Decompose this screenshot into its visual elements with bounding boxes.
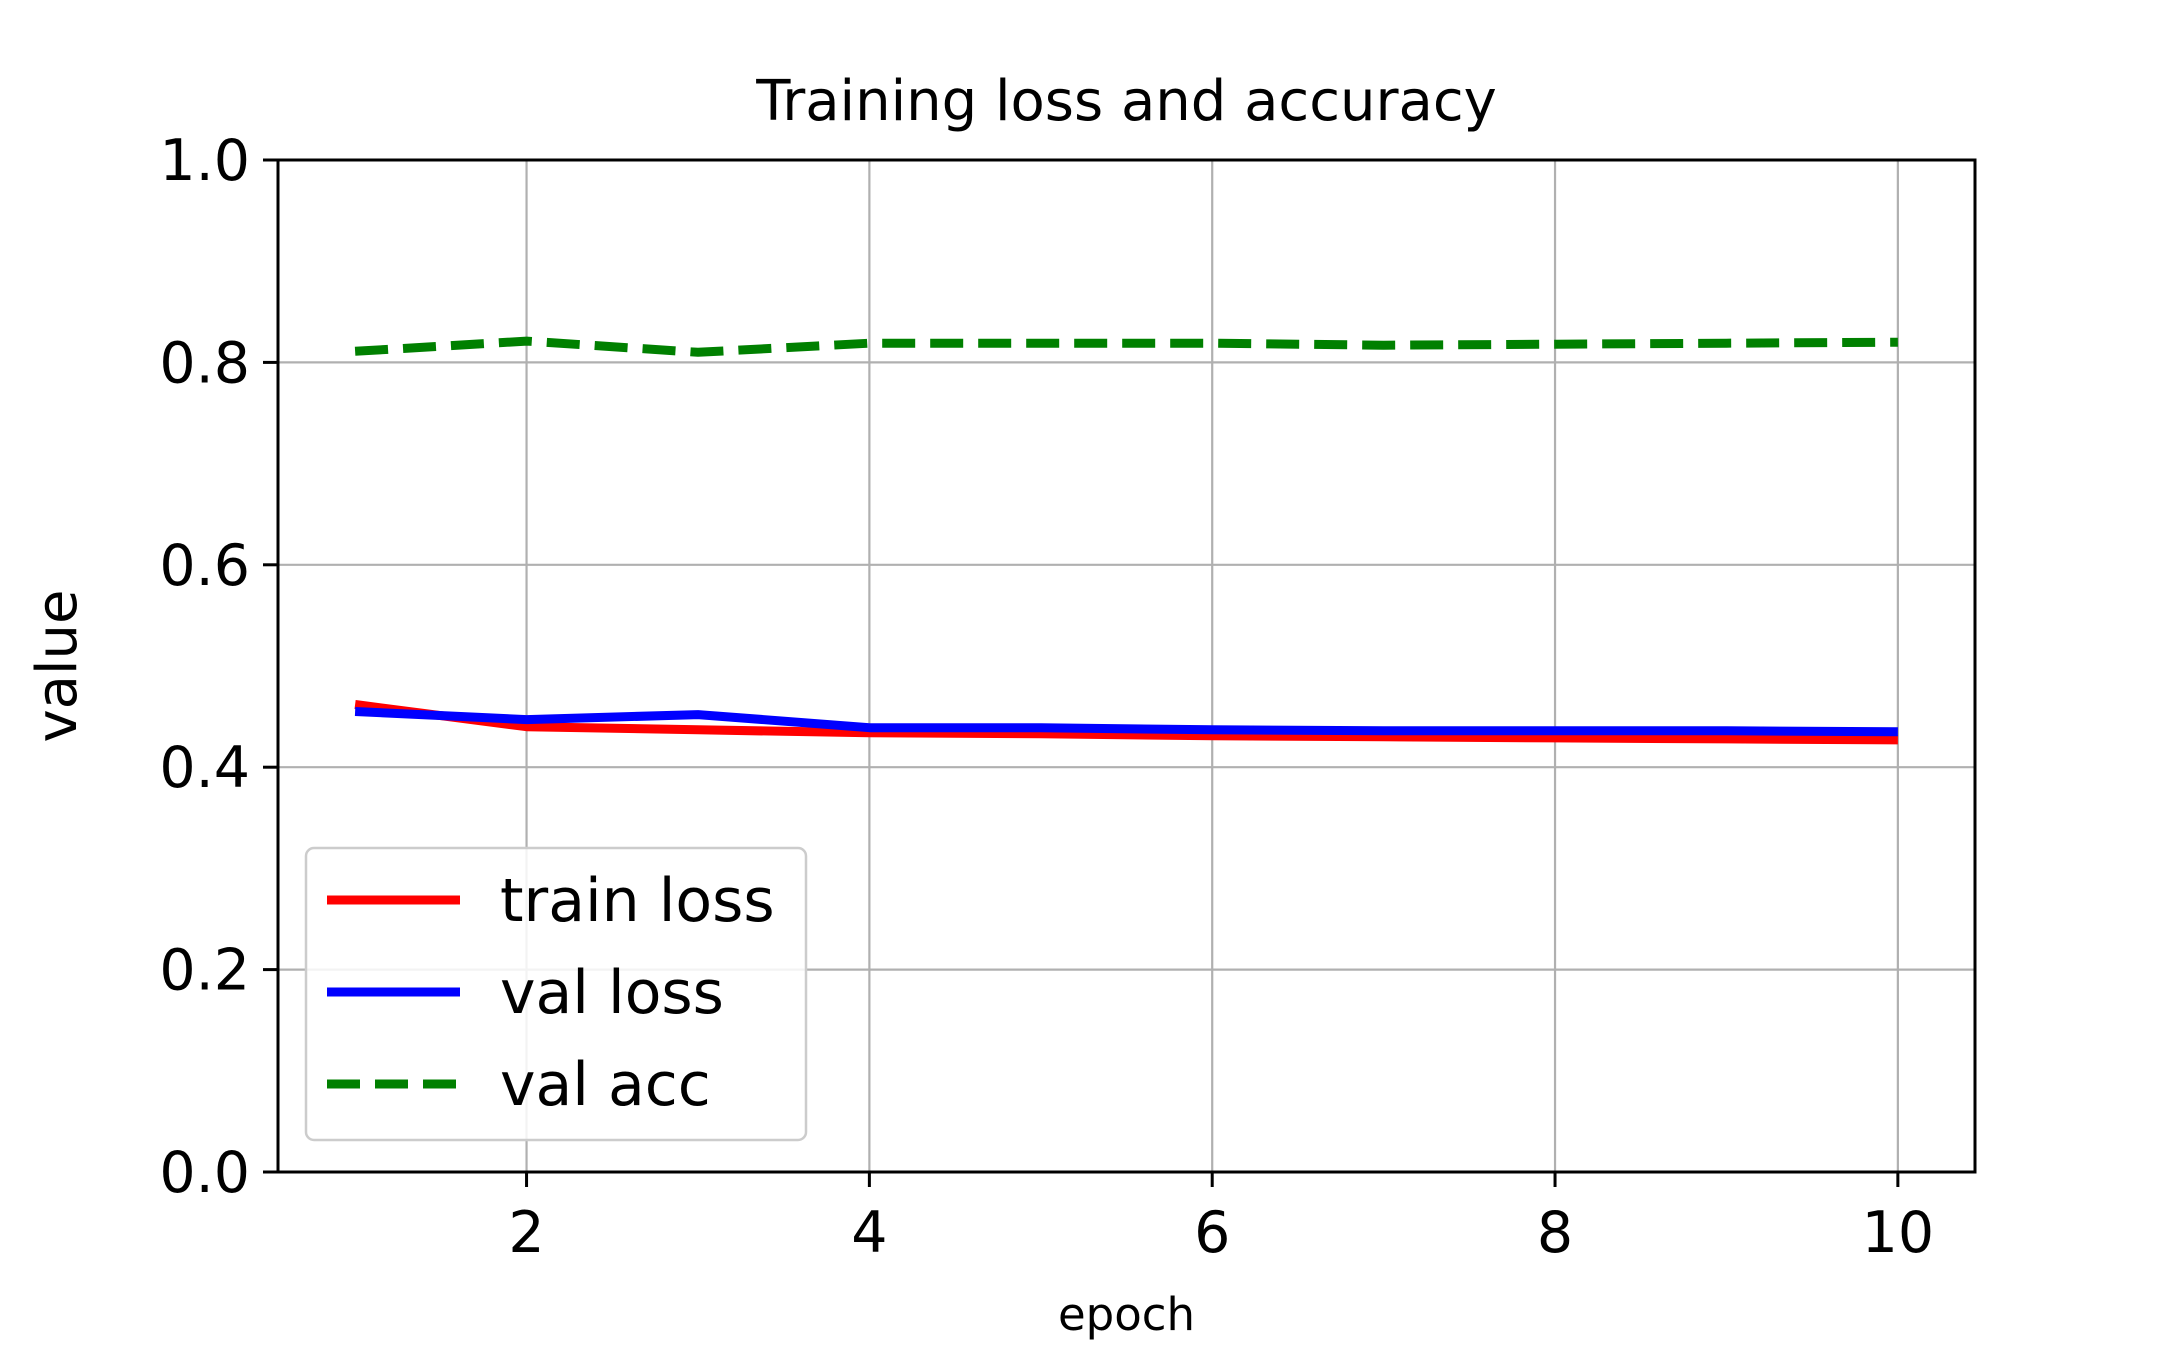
y-tick-label: 0.2 — [159, 938, 250, 1004]
y-axis-label: value — [25, 590, 90, 743]
x-tick-label: 4 — [851, 1200, 887, 1266]
legend-label: train loss — [500, 866, 775, 936]
x-tick-label: 2 — [508, 1200, 544, 1266]
chart-title: Training loss and accuracy — [755, 69, 1497, 134]
y-tick-label: 1.0 — [159, 128, 250, 194]
x-tick-label: 10 — [1862, 1200, 1935, 1266]
series-line-val-acc — [354, 336, 1898, 357]
x-tick-label: 6 — [1194, 1200, 1230, 1266]
legend-box — [304, 846, 808, 1142]
y-tick-label: 0.4 — [159, 735, 250, 801]
series-layer — [354, 336, 1898, 745]
series-line-val-loss — [354, 707, 1898, 737]
y-tick-label: 0.8 — [159, 330, 250, 396]
x-tick-label: 8 — [1537, 1200, 1573, 1266]
series-line-train-loss — [354, 700, 1898, 745]
plot-frame — [276, 158, 1977, 1174]
y-tick-label: 0.6 — [159, 533, 250, 599]
y-tick-label: 0.0 — [159, 1140, 250, 1206]
x-axis-label: epoch — [1058, 1288, 1195, 1341]
legend-label: val loss — [500, 958, 724, 1028]
legend: train loss val loss val acc — [304, 846, 808, 1142]
legend-label: val acc — [500, 1050, 711, 1120]
axis-ticks: 2 4 6 8 10 0.0 0.2 0.4 0.6 0.8 1.0 — [159, 128, 1934, 1266]
